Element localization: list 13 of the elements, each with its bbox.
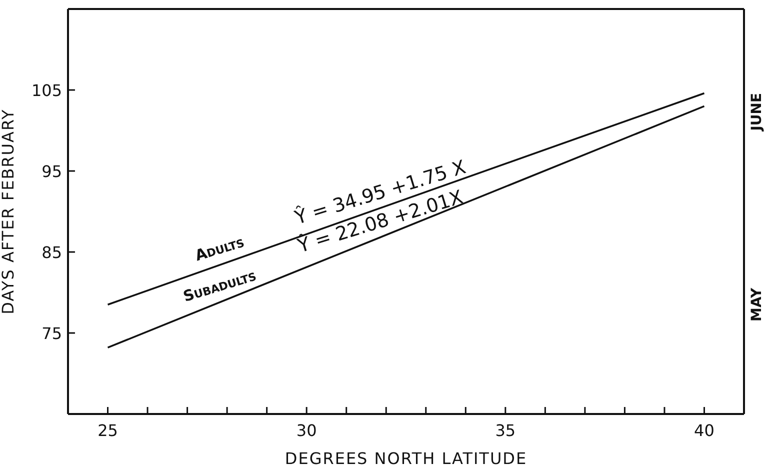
y-tick-label: 85 [42, 243, 62, 262]
x-tick-label: 30 [296, 421, 317, 440]
text: Adults [192, 232, 246, 265]
y-tick-label: 105 [31, 81, 62, 100]
y-tick-label: 75 [42, 324, 62, 343]
x-tick-label: 35 [495, 421, 516, 440]
y-tick-label: 95 [42, 162, 62, 181]
x-tick-label: 40 [694, 421, 714, 440]
y-axis-title: DAYS AFTER FEBRUARY [0, 108, 18, 314]
text: MAY [749, 287, 765, 322]
x-axis-title: DEGREES NORTH LATITUDE [284, 449, 528, 466]
x-tick-label: 25 [98, 421, 118, 440]
text: JUNE [749, 92, 765, 132]
